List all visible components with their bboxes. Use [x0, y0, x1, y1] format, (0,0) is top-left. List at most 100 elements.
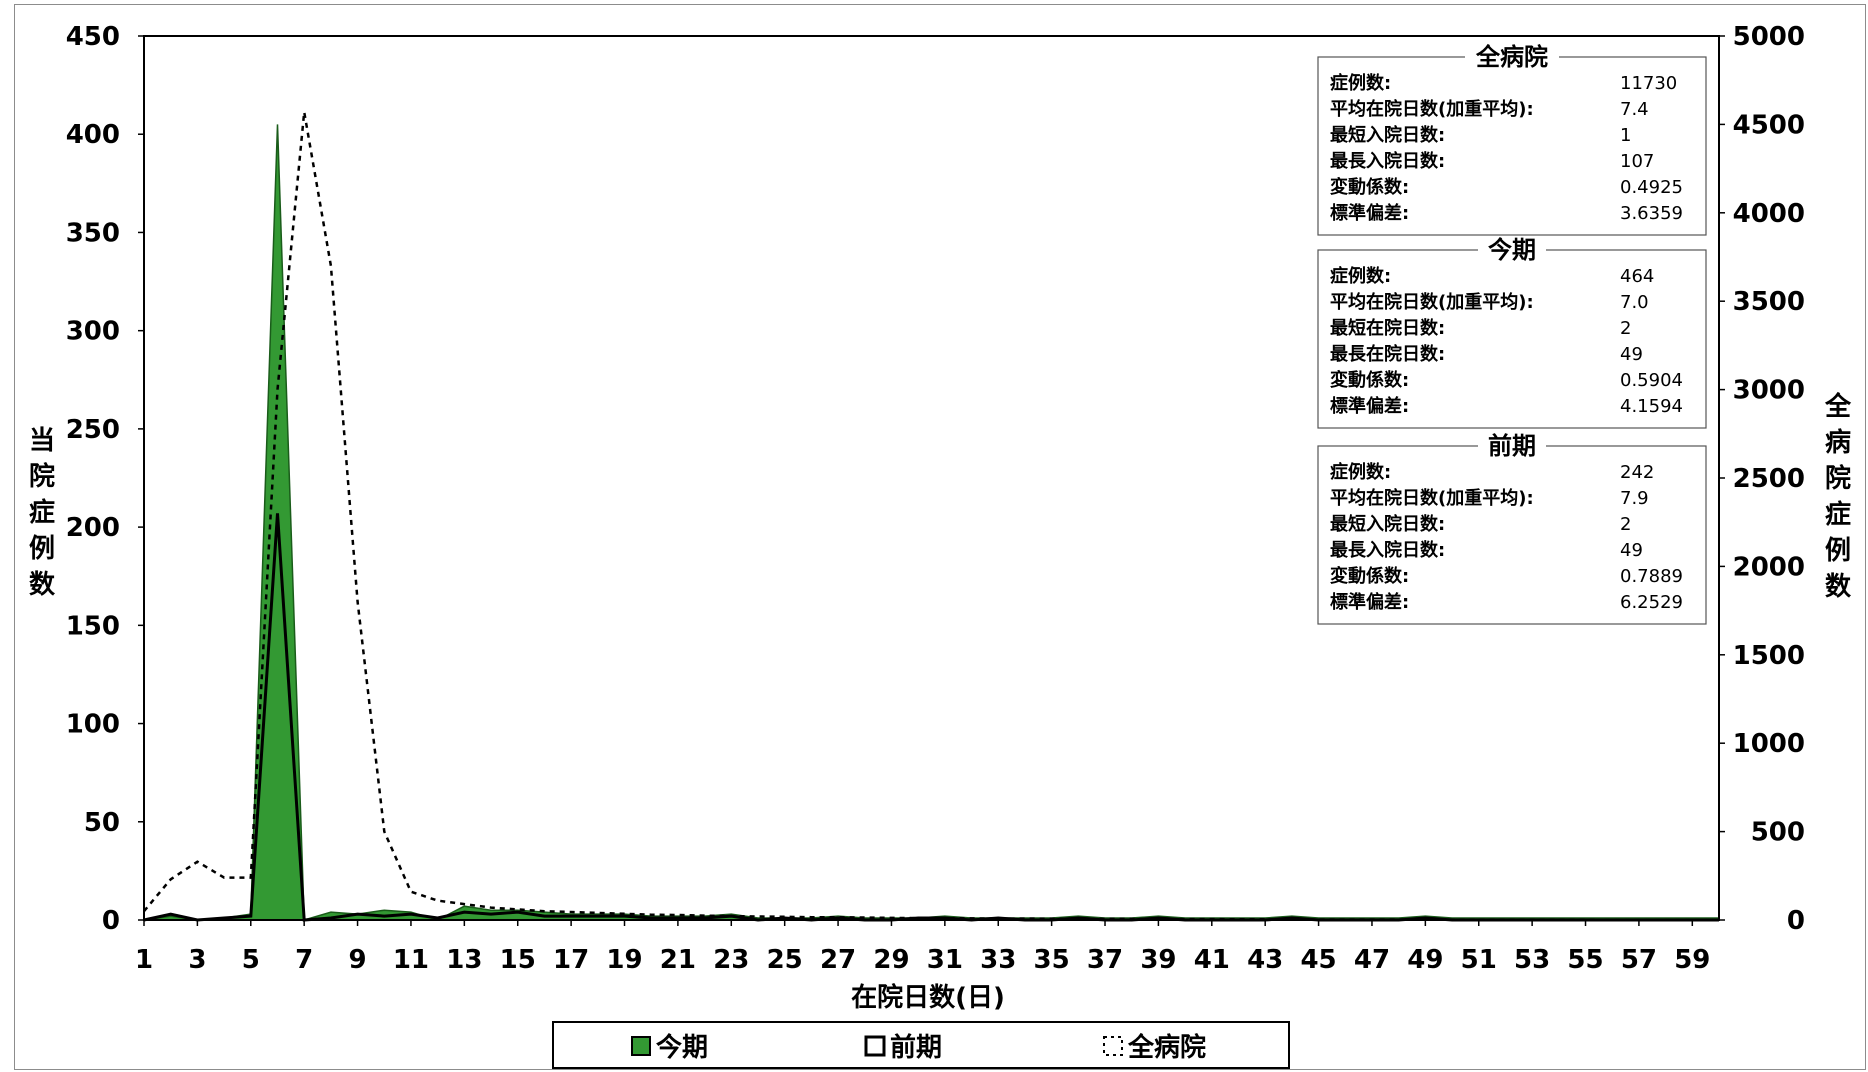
- stats-box-title-bg: [1478, 236, 1546, 264]
- x-tick-label: 1: [135, 945, 153, 975]
- x-tick-label: 9: [349, 945, 367, 975]
- stats-row-value: 3.6359: [1620, 203, 1683, 224]
- stats-row-value: 49: [1620, 540, 1643, 561]
- stats-row-value: 6.2529: [1620, 592, 1683, 613]
- x-tick-label: 25: [767, 945, 803, 975]
- stats-row-value: 242: [1620, 462, 1654, 483]
- stats-row-value: 1: [1620, 125, 1631, 146]
- y-right-tick-label: 3500: [1733, 287, 1805, 317]
- legend-layer: 今期 前期 全病院: [552, 1021, 1290, 1069]
- x-tick-label: 59: [1674, 945, 1710, 975]
- stats-row-value: 0.7889: [1620, 566, 1683, 587]
- x-tick-label: 13: [446, 945, 482, 975]
- x-tick-label: 39: [1140, 945, 1176, 975]
- y-right-tick-label: 2000: [1733, 552, 1805, 582]
- y-left-tick-label: 400: [66, 120, 120, 150]
- stats-row-label: 最長入院日数:: [1330, 150, 1445, 172]
- x-tick-label: 27: [820, 945, 856, 975]
- y-right-tick-label: 0: [1787, 906, 1805, 936]
- x-tick-label: 33: [980, 945, 1016, 975]
- stats-row-label: 最短入院日数:: [1330, 124, 1445, 146]
- y-right-tick-label: 2500: [1733, 464, 1805, 494]
- stats-box-border: [1317, 445, 1707, 625]
- stats-row-value: 0.5904: [1620, 370, 1683, 391]
- legend-swatch-current: [631, 1036, 651, 1056]
- legend-label: 前期: [890, 1032, 942, 1063]
- stats-row-label: 標準偏差:: [1330, 202, 1409, 224]
- stats-row-value: 7.0: [1620, 292, 1649, 313]
- y-axis-right-title: 全病院症例数: [1824, 391, 1852, 602]
- x-tick-label: 11: [393, 945, 429, 975]
- x-tick-label: 41: [1194, 945, 1230, 975]
- stats-row-label: 最短在院日数:: [1330, 317, 1445, 339]
- legend-box: [552, 1021, 1290, 1069]
- stats-box-title: 今期: [1488, 236, 1536, 264]
- x-tick-label: 51: [1461, 945, 1497, 975]
- stats-row-label: 症例数:: [1330, 265, 1391, 287]
- stats-row-label: 平均在院日数(加重平均):: [1330, 98, 1534, 120]
- y-right-title-text: 全病院症例数: [1824, 391, 1852, 602]
- stats-row-value: 107: [1620, 151, 1654, 172]
- x-tick-label: 7: [295, 945, 313, 975]
- x-tick-label: 19: [606, 945, 642, 975]
- x-tick-label: 5: [242, 945, 260, 975]
- y-left-tick-label: 200: [66, 513, 120, 543]
- stats-box: 全病院症例数: 11730 平均在院日数(加重平均): 7.4 最短入院日数: 1 最長入院…: [1317, 43, 1707, 236]
- y-left-title-text: 当院症例数: [29, 426, 56, 600]
- x-tick-label: 43: [1247, 945, 1283, 975]
- stats-box-title-bg: [1478, 432, 1546, 460]
- stats-box-title: 全病院: [1475, 43, 1548, 71]
- stats-row-label: 最長入院日数:: [1330, 539, 1445, 561]
- stats-row-value: 11730: [1620, 73, 1677, 94]
- legend-label: 今期: [656, 1032, 708, 1063]
- x-tick-label: 35: [1034, 945, 1070, 975]
- legend-label: 全病院: [1127, 1032, 1206, 1063]
- stats-box-border: [1317, 56, 1707, 236]
- stats-row-value: 464: [1620, 266, 1654, 287]
- x-tick-label: 49: [1407, 945, 1443, 975]
- x-tick-label: 31: [927, 945, 963, 975]
- stats-row-value: 2: [1620, 318, 1631, 339]
- stats-row-label: 変動係数:: [1330, 565, 1409, 587]
- stats-box-border: [1317, 249, 1707, 429]
- stats-row-value: 2: [1620, 514, 1631, 535]
- x-tick-label: 3: [188, 945, 206, 975]
- stats-row-label: 最短入院日数:: [1330, 513, 1445, 535]
- y-right-tick-label: 4500: [1733, 110, 1805, 140]
- x-tick-label: 23: [713, 945, 749, 975]
- y-left-tick-label: 150: [66, 611, 120, 641]
- y-left-tick-label: 350: [66, 218, 120, 248]
- x-tick-label: 55: [1567, 945, 1603, 975]
- x-tick-label: 37: [1087, 945, 1123, 975]
- x-tick-label: 21: [660, 945, 696, 975]
- x-tick-label: 53: [1514, 945, 1550, 975]
- stats-row-label: 症例数:: [1330, 72, 1391, 94]
- stats-row-label: 最長在院日数:: [1330, 343, 1445, 365]
- x-tick-label: 47: [1354, 945, 1390, 975]
- stats-row-label: 平均在院日数(加重平均):: [1330, 487, 1534, 509]
- stats-row-label: 症例数:: [1330, 461, 1391, 483]
- series-all-hospitals-line: [143, 111, 1719, 922]
- stats-row-value: 0.4925: [1620, 177, 1683, 198]
- stats-layer: 全病院症例数: 11730 平均在院日数(加重平均): 7.4 最短入院日数: 1 最長入院…: [1317, 43, 1707, 625]
- stats-row-value: 4.1594: [1620, 396, 1683, 417]
- ticks-layer: 1 3 5 7 9 11 13 15 17 19 21 23 25 27 29 31 33 35 37 39 41 43 4…: [66, 22, 1805, 975]
- legend-swatch-all: [1103, 1036, 1123, 1056]
- y-axis-left-title: 当院症例数: [29, 426, 56, 600]
- x-tick-label: 45: [1300, 945, 1336, 975]
- y-right-tick-label: 1000: [1733, 729, 1805, 759]
- x-axis-title: 在院日数(日): [851, 982, 1005, 1013]
- stats-row-value: 7.4: [1620, 99, 1649, 120]
- stats-row-label: 平均在院日数(加重平均):: [1330, 291, 1534, 313]
- legend-swatch-previous: [864, 1035, 886, 1057]
- x-tick-label: 57: [1621, 945, 1657, 975]
- stats-row-label: 変動係数:: [1330, 176, 1409, 198]
- x-tick-label: 15: [500, 945, 536, 975]
- y-right-tick-label: 5000: [1733, 22, 1805, 52]
- chart-frame: [14, 4, 1866, 1070]
- y-left-tick-label: 50: [84, 808, 120, 838]
- y-right-tick-label: 1500: [1733, 641, 1805, 671]
- y-left-tick-label: 100: [66, 710, 120, 740]
- stats-box-title-bg: [1465, 43, 1559, 71]
